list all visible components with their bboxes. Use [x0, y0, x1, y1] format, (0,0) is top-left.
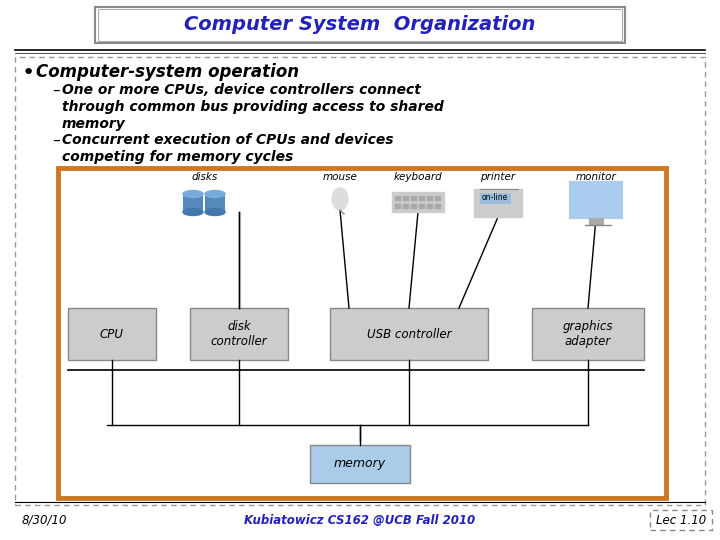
Text: USB controller: USB controller — [366, 327, 451, 341]
Bar — [411, 204, 417, 209]
Bar — [435, 196, 441, 201]
Bar — [68, 308, 156, 360]
Text: through common bus providing access to shared: through common bus providing access to s… — [62, 100, 444, 114]
Bar — [395, 196, 401, 201]
Text: •: • — [22, 63, 35, 83]
Text: monitor: monitor — [575, 172, 616, 182]
Bar — [435, 204, 441, 209]
Text: disk
controller: disk controller — [211, 320, 267, 348]
Bar — [411, 196, 417, 201]
Bar — [95, 7, 625, 43]
Bar — [190, 308, 288, 360]
Bar — [474, 189, 522, 217]
Bar — [650, 510, 712, 530]
Bar — [310, 445, 410, 483]
Text: printer: printer — [480, 172, 516, 182]
Bar — [427, 196, 433, 201]
Text: 8/30/10: 8/30/10 — [22, 514, 68, 526]
Text: Concurrent execution of CPUs and devices: Concurrent execution of CPUs and devices — [62, 133, 394, 147]
Text: One or more CPUs, device controllers connect: One or more CPUs, device controllers con… — [62, 83, 421, 97]
Bar — [58, 168, 666, 498]
Bar — [15, 57, 705, 505]
Bar — [419, 204, 425, 209]
Text: mouse: mouse — [323, 172, 357, 182]
Text: on-line: on-line — [482, 193, 508, 202]
Bar — [403, 196, 409, 201]
Bar — [403, 204, 409, 209]
Bar — [330, 308, 488, 360]
Ellipse shape — [183, 191, 203, 198]
Bar — [589, 218, 603, 225]
Ellipse shape — [205, 191, 225, 198]
Text: memory: memory — [62, 117, 126, 131]
Text: competing for memory cycles: competing for memory cycles — [62, 150, 293, 164]
Bar — [570, 182, 622, 218]
Text: keyboard: keyboard — [394, 172, 442, 182]
Text: disks: disks — [192, 172, 218, 182]
Ellipse shape — [183, 208, 203, 215]
Bar — [183, 194, 203, 212]
Text: graphics
adapter: graphics adapter — [563, 320, 613, 348]
Text: Kubiatowicz CS162 @UCB Fall 2010: Kubiatowicz CS162 @UCB Fall 2010 — [244, 514, 476, 526]
Bar — [532, 308, 644, 360]
Text: memory: memory — [334, 457, 386, 470]
Ellipse shape — [332, 188, 348, 210]
Text: Computer System  Organization: Computer System Organization — [184, 16, 536, 35]
Bar — [205, 194, 225, 212]
Bar — [427, 204, 433, 209]
Bar — [419, 196, 425, 201]
Bar — [395, 204, 401, 209]
Bar — [98, 9, 622, 41]
Text: CPU: CPU — [100, 327, 124, 341]
Text: –: – — [52, 133, 60, 148]
Ellipse shape — [205, 208, 225, 215]
Text: Lec 1.10: Lec 1.10 — [656, 514, 706, 526]
Text: Computer-system operation: Computer-system operation — [36, 63, 299, 81]
Bar — [480, 193, 510, 203]
Bar — [392, 192, 444, 212]
Text: –: – — [52, 83, 60, 98]
